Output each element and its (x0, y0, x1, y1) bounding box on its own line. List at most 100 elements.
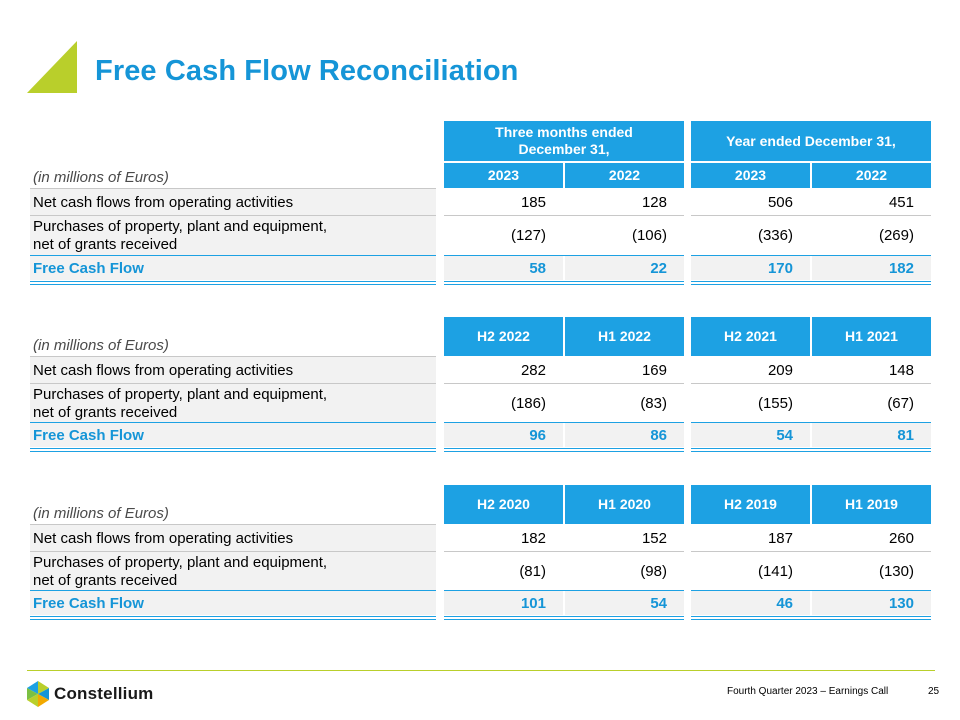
divider (691, 215, 931, 216)
unit-label: (in millions of Euros) (33, 337, 169, 354)
double-underline (691, 616, 931, 617)
company-logo: Constellium (27, 681, 154, 707)
footer-divider (27, 670, 935, 671)
cell-value: 128 (641, 194, 667, 211)
cell-value: 187 (767, 530, 793, 547)
page-number: 25 (928, 686, 940, 697)
divider (30, 524, 436, 525)
cell-value: 54 (650, 595, 667, 612)
cell-value: (81) (519, 563, 546, 580)
column-header: H1 2021 (812, 317, 931, 356)
table-row: Net cash flows from operating activities… (30, 189, 932, 215)
fcf-table-2022-2021: H2 2022 H1 2022 H2 2021 H1 2021 (in mill… (30, 317, 932, 457)
row-label: Net cash flows from operating activities (33, 530, 294, 547)
cell-value: 282 (520, 362, 546, 379)
double-underline (691, 451, 931, 452)
row-label-line: net of grants received (33, 572, 178, 589)
row-label-line: net of grants received (33, 404, 178, 421)
double-underline (444, 451, 684, 452)
row-label-line: Purchases of property, plant and equipme… (33, 554, 328, 571)
cell-value: (141) (757, 563, 793, 580)
cell-value: 86 (650, 427, 667, 444)
double-underline (30, 616, 436, 617)
double-underline (30, 619, 436, 620)
fcf-table-2020-2019: H2 2020 H1 2020 H2 2019 H1 2019 (in mill… (30, 485, 932, 625)
cell-value: (106) (631, 227, 667, 244)
unit-label: (in millions of Euros) (33, 169, 169, 186)
table-row: Net cash flows from operating activities… (30, 357, 932, 383)
divider (691, 422, 931, 423)
table-row-free-cash-flow: Free Cash Flow 101 54 46 130 (30, 591, 932, 615)
column-header: H1 2020 (565, 485, 684, 524)
corner-triangle-icon (27, 41, 77, 93)
divider (30, 356, 436, 357)
column-header: H2 2021 (691, 317, 810, 356)
double-underline (444, 619, 684, 620)
double-underline (691, 284, 931, 285)
divider (30, 422, 436, 423)
double-underline (691, 448, 931, 449)
column-header: 2023 (444, 163, 563, 188)
cell-value: 96 (529, 427, 546, 444)
double-underline (30, 284, 436, 285)
cell-value: 46 (776, 595, 793, 612)
column-header: H2 2022 (444, 317, 563, 356)
row-label-line: Purchases of property, plant and equipme… (33, 386, 328, 403)
divider (30, 383, 436, 384)
cell-value: (130) (878, 563, 914, 580)
row-label: Net cash flows from operating activities (33, 362, 294, 379)
double-underline (444, 281, 684, 282)
cell-value: (67) (887, 395, 914, 412)
cell-value: 58 (529, 260, 546, 277)
cell-value: (269) (878, 227, 914, 244)
divider (30, 215, 436, 216)
fcf-table-quarter-year: Three months ended December 31, Year end… (30, 121, 932, 286)
column-header: H2 2019 (691, 485, 810, 524)
cell-value: 185 (520, 194, 546, 211)
cell-value: 130 (888, 595, 914, 612)
double-underline (30, 281, 436, 282)
row-label-line: Purchases of property, plant and equipme… (33, 218, 328, 235)
divider (444, 590, 684, 591)
table-row: Purchases of property, plant and equipme… (30, 552, 932, 590)
column-header: 2022 (565, 163, 684, 188)
divider (30, 255, 436, 256)
double-underline (444, 616, 684, 617)
column-header: H2 2020 (444, 485, 563, 524)
row-label: Free Cash Flow (33, 427, 144, 444)
cell-value: (127) (510, 227, 546, 244)
table-row-free-cash-flow: Free Cash Flow 96 86 54 81 (30, 423, 932, 447)
double-underline (691, 281, 931, 282)
divider (691, 551, 931, 552)
cell-value: (186) (510, 395, 546, 412)
cell-value: 22 (650, 260, 667, 277)
double-underline (691, 619, 931, 620)
divider (30, 590, 436, 591)
divider (444, 551, 684, 552)
double-underline (30, 451, 436, 452)
double-underline (444, 284, 684, 285)
row-label-line: net of grants received (33, 236, 178, 253)
cell-value: (98) (640, 563, 667, 580)
cell-value: (83) (640, 395, 667, 412)
divider (691, 383, 931, 384)
group-header-year-ended: Year ended December 31, (691, 121, 931, 161)
cell-value: 260 (888, 530, 914, 547)
cell-value: 506 (767, 194, 793, 211)
column-header: 2023 (691, 163, 810, 188)
row-label: Free Cash Flow (33, 595, 144, 612)
divider (30, 551, 436, 552)
cell-value: 81 (897, 427, 914, 444)
cell-value: 170 (767, 260, 793, 277)
divider (444, 383, 684, 384)
cell-value: 152 (641, 530, 667, 547)
divider (30, 188, 436, 189)
unit-label: (in millions of Euros) (33, 505, 169, 522)
column-header: H1 2019 (812, 485, 931, 524)
divider (691, 590, 931, 591)
cell-value: 148 (888, 362, 914, 379)
constellium-logo-icon (27, 681, 49, 707)
double-underline (30, 448, 436, 449)
column-header: 2022 (812, 163, 931, 188)
